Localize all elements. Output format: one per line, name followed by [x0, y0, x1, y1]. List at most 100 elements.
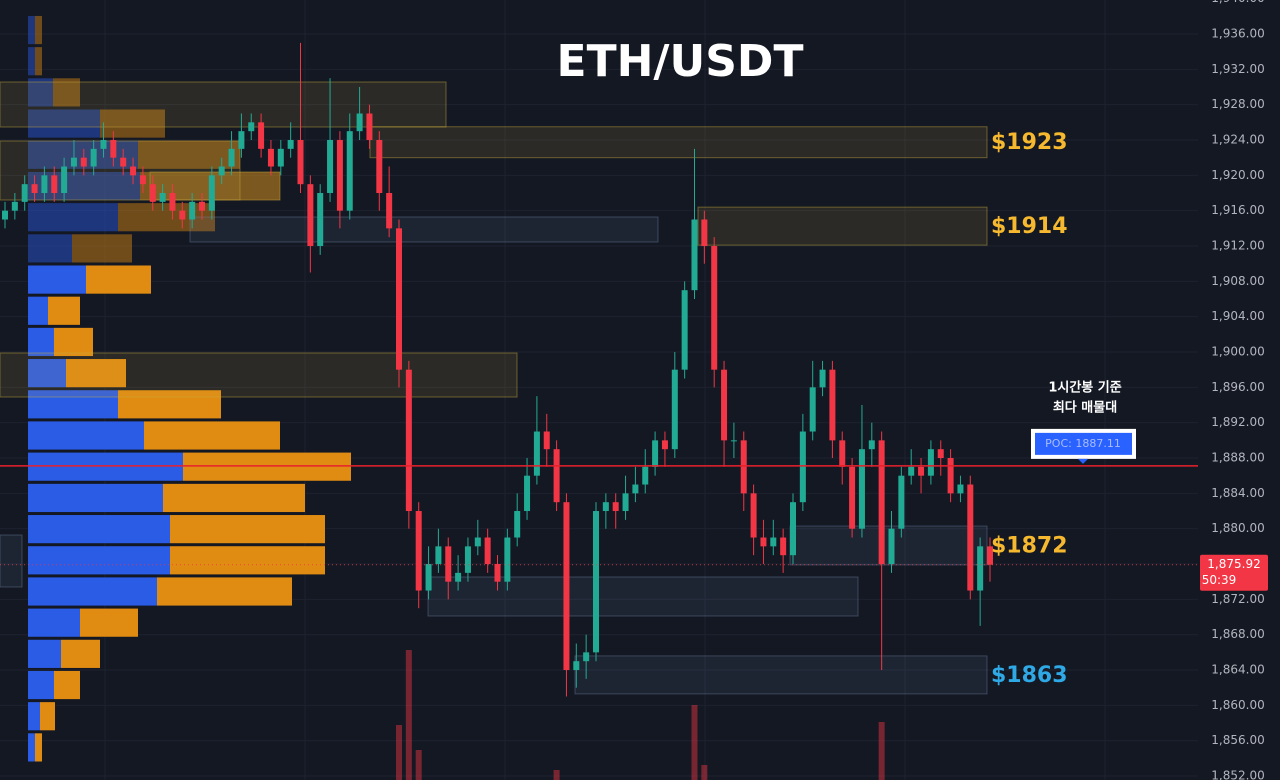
- profile-sell-bar: [66, 359, 126, 388]
- candle-body: [612, 502, 619, 512]
- profile-buy-bar: [28, 15, 35, 45]
- candle-body: [405, 369, 412, 512]
- profile-buy-bar: [28, 47, 35, 76]
- profile-buy-bar: [28, 327, 54, 357]
- profile-sell-bar: [170, 546, 325, 575]
- y-tick-label: 1,904.00: [1211, 309, 1264, 323]
- candle-body: [642, 466, 649, 485]
- candle-body: [120, 157, 127, 167]
- candle-body: [2, 210, 8, 220]
- candle-body: [790, 502, 796, 556]
- profile-buy-bar: [28, 702, 40, 731]
- candle-body: [41, 175, 48, 194]
- y-tick-label: 1,928.00: [1211, 97, 1264, 111]
- candle-body: [553, 449, 560, 503]
- volume-bar: [878, 722, 885, 780]
- candle-body: [297, 140, 304, 185]
- y-tick-label: 1,860.00: [1211, 698, 1264, 712]
- candle-body: [770, 537, 777, 547]
- y-tick-label: 1,880.00: [1211, 521, 1264, 535]
- candle-body: [228, 148, 235, 167]
- candle-body: [464, 546, 471, 573]
- poc-label: POC: 1887.11: [1045, 437, 1121, 450]
- drawn-box: [0, 140, 241, 201]
- profile-sell-bar: [163, 483, 305, 513]
- profile-sell-bar: [35, 733, 42, 762]
- candle-body: [533, 431, 540, 476]
- profile-buy-bar: [28, 265, 86, 294]
- candle-body: [267, 148, 274, 167]
- candle-body: [80, 157, 87, 167]
- profile-buy-bar: [28, 203, 118, 232]
- candle-body: [317, 193, 324, 247]
- candle-body: [208, 175, 215, 211]
- candle-body: [927, 449, 934, 476]
- candle-body: [366, 113, 373, 141]
- vertical-grid: [104, 0, 1106, 780]
- candle-body: [760, 537, 767, 547]
- profile-sell-bar: [40, 702, 55, 731]
- annotation: 최다 매물대: [1053, 400, 1117, 416]
- volume: [396, 650, 885, 780]
- candle-body: [543, 431, 550, 450]
- candle-body: [602, 502, 609, 512]
- candle-body: [277, 148, 284, 167]
- last-price-box: [1200, 554, 1268, 591]
- candle-body: [632, 484, 639, 494]
- candle-body: [494, 564, 501, 582]
- candle-body: [622, 493, 629, 512]
- candle-body: [878, 440, 885, 565]
- candle-body: [967, 484, 974, 591]
- zone-label: $1872: [991, 533, 1068, 558]
- profile-sell-bar: [48, 296, 80, 325]
- profile-buy-bar: [28, 296, 48, 325]
- zones: [0, 81, 988, 695]
- candle-body: [90, 148, 97, 167]
- profile-buy-bar: [28, 234, 72, 263]
- profile-buy-bar: [28, 421, 144, 450]
- profile-sell-bar: [80, 608, 138, 637]
- candle-body: [849, 466, 856, 529]
- drawn-box: [427, 576, 859, 617]
- profile-buy-bar: [28, 639, 61, 668]
- candle-body: [169, 193, 176, 211]
- candle-body: [445, 546, 452, 582]
- candle-body: [110, 140, 117, 158]
- profile-sell-bar: [54, 327, 93, 357]
- drawn-box: [189, 216, 659, 243]
- candle-body: [376, 140, 383, 194]
- candle-body: [977, 546, 984, 591]
- candle-body: [701, 219, 708, 247]
- profile-buy-bar: [28, 670, 54, 700]
- volume-profile: [28, 15, 351, 762]
- y-tick-label: 1,912.00: [1211, 239, 1264, 253]
- profile-buy-bar: [28, 452, 183, 481]
- candle-body: [937, 449, 944, 459]
- volume-bar: [415, 750, 422, 780]
- y-tick-label: 1,884.00: [1211, 486, 1264, 500]
- profile-sell-bar: [54, 670, 80, 700]
- profile-buy-bar: [28, 483, 163, 513]
- drawn-box: [0, 534, 23, 588]
- candle-body: [868, 440, 875, 450]
- candle-body: [809, 387, 816, 432]
- candle-body: [514, 511, 521, 538]
- candle-body: [888, 528, 895, 565]
- candle-body: [504, 537, 511, 582]
- candle-body: [691, 219, 698, 291]
- candle-body: [858, 449, 865, 529]
- candle-body: [248, 122, 255, 132]
- poc-pointer: [1078, 458, 1088, 464]
- y-tick-label: 1,936.00: [1211, 27, 1264, 41]
- chart-title: ETH/USDT: [557, 36, 804, 87]
- candle-body: [947, 458, 954, 494]
- candle-body: [671, 369, 678, 450]
- candle-body: [425, 564, 432, 591]
- candle-body: [149, 184, 156, 202]
- candle-body: [721, 369, 728, 441]
- profile-buy-bar: [28, 109, 100, 138]
- candle-body: [307, 184, 314, 247]
- candle-body: [100, 140, 107, 149]
- zone-label: $1923: [991, 130, 1068, 155]
